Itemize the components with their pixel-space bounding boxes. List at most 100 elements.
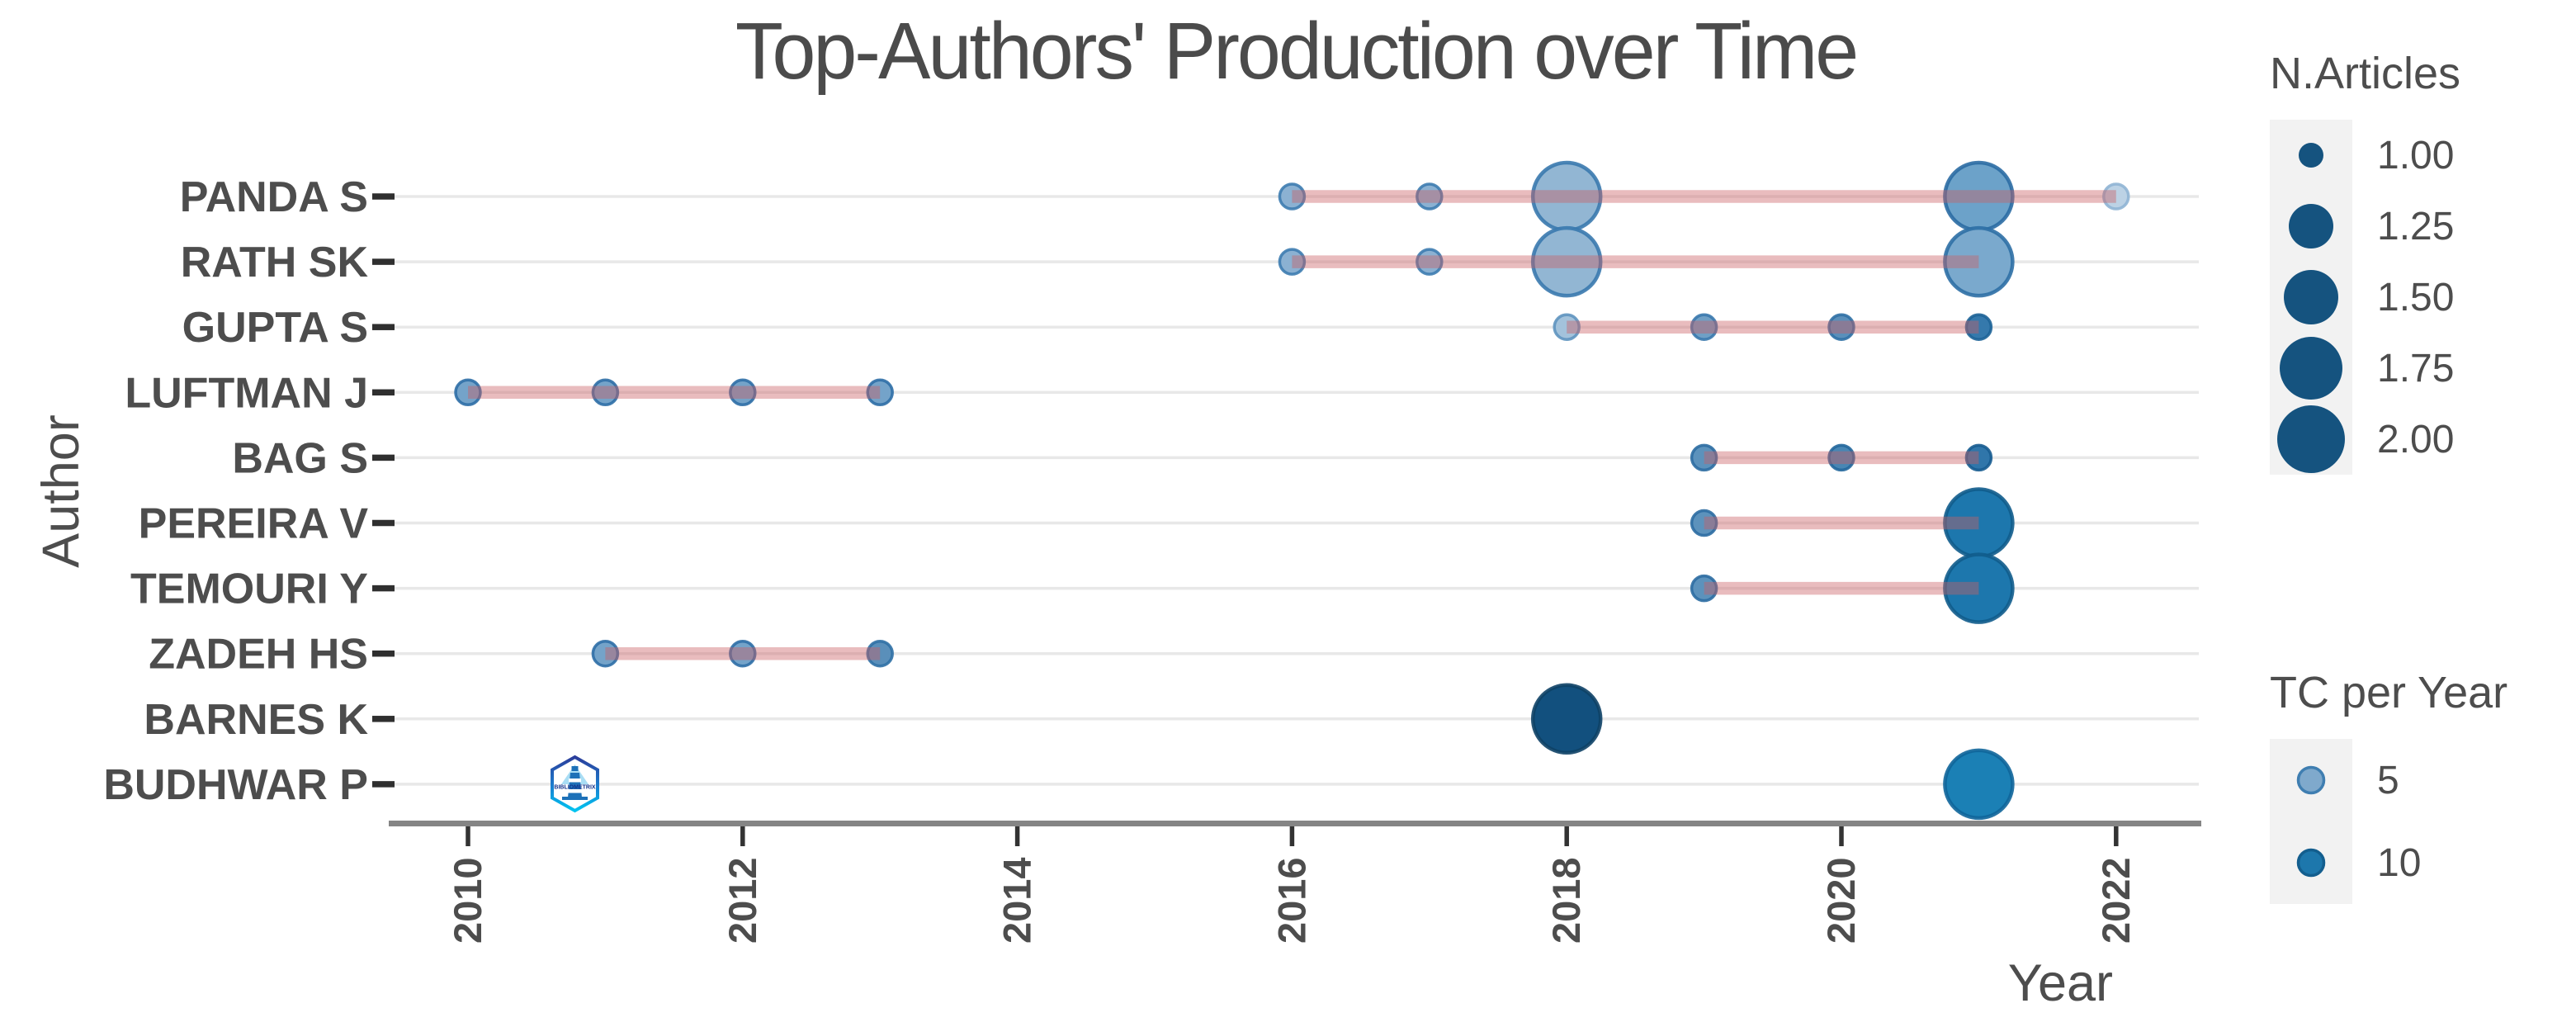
data-point-RATH-SK-2017 bbox=[1416, 248, 1444, 276]
data-point-RATH-SK-2016 bbox=[1278, 248, 1307, 276]
data-point-ZADEH-HS-2012 bbox=[729, 639, 757, 668]
data-point-BAG-S-2020 bbox=[1827, 443, 1855, 472]
legend-size-key bbox=[2270, 262, 2352, 334]
logo-wordmark: BIBLIOMETRIX bbox=[554, 785, 595, 791]
data-point-BARNES-K-2018 bbox=[1530, 683, 1603, 755]
legend-color-dot bbox=[2296, 766, 2326, 795]
legend-size-dot bbox=[2289, 204, 2333, 249]
y-tick bbox=[372, 519, 395, 527]
data-point-GUPTA-S-2021 bbox=[1964, 313, 1993, 341]
legend-size-dot bbox=[2284, 270, 2338, 325]
y-tick bbox=[372, 650, 395, 657]
legend-tc-per-year: TC per Year 5 10 bbox=[2270, 668, 2508, 905]
data-point-PANDA-S-2022 bbox=[2102, 182, 2130, 211]
y-axis-label: GUPTA S bbox=[182, 304, 368, 352]
legend-tc-per-year-keys: 5 10 bbox=[2270, 739, 2507, 905]
legend-size-key bbox=[2270, 333, 2352, 405]
x-axis-line bbox=[389, 821, 2201, 826]
y-axis-label: BAG S bbox=[232, 434, 368, 482]
legend-tc-per-year-title: TC per Year bbox=[2270, 668, 2508, 717]
legend-size-key bbox=[2270, 191, 2352, 263]
logo-lantern bbox=[571, 766, 579, 771]
x-axis-label: 2022 bbox=[2094, 857, 2138, 944]
y-axis-label: PEREIRA V bbox=[139, 500, 369, 548]
y-tick bbox=[372, 258, 395, 265]
x-tick bbox=[1289, 826, 1295, 846]
y-axis-label: PANDA S bbox=[180, 173, 368, 221]
y-axis-label: ZADEH HS bbox=[149, 631, 368, 679]
legend-size-dot bbox=[2299, 143, 2323, 168]
data-point-PANDA-S-2016 bbox=[1278, 182, 1307, 211]
x-axis-label: 2018 bbox=[1544, 857, 1588, 944]
y-tick bbox=[372, 324, 395, 330]
data-point-GUPTA-S-2018 bbox=[1553, 313, 1581, 341]
x-axis-label: 2020 bbox=[1819, 857, 1863, 944]
legend-size-value: 1.25 bbox=[2377, 204, 2455, 248]
data-point-BAG-S-2019 bbox=[1690, 443, 1718, 472]
y-tick bbox=[372, 389, 395, 396]
legend-color-key bbox=[2270, 739, 2352, 822]
data-point-LUFTMAN-J-2011 bbox=[591, 378, 620, 407]
x-tick bbox=[466, 826, 470, 846]
data-point-BUDHWAR-P-2021 bbox=[1943, 748, 2015, 821]
legend-size-value: 2.00 bbox=[2377, 417, 2455, 461]
y-axis-label: RATH SK bbox=[181, 239, 369, 286]
legend-size-entry: 2.00 bbox=[2270, 404, 2460, 476]
legend-size-entry: 1.75 bbox=[2270, 333, 2460, 405]
data-point-PEREIRA-V-2019 bbox=[1690, 509, 1718, 537]
data-point-LUFTMAN-J-2012 bbox=[729, 378, 757, 407]
x-axis-label: 2012 bbox=[721, 857, 764, 944]
logo-stripe bbox=[568, 789, 582, 793]
legend-size-dot bbox=[2277, 405, 2345, 474]
legend-size-entry: 1.25 bbox=[2270, 191, 2460, 263]
legend-size-value: 1.75 bbox=[2377, 346, 2455, 390]
legend-color-entry: 10 bbox=[2270, 821, 2507, 905]
x-axis-label: 2014 bbox=[995, 857, 1039, 944]
x-axis-label: 2010 bbox=[446, 857, 489, 944]
legend-size-value: 1.00 bbox=[2377, 133, 2455, 177]
data-point-RATH-SK-2018 bbox=[1530, 225, 1603, 298]
legend-n-articles: N.Articles 1.00 1.25 1.50 1.75 2.00 bbox=[2270, 49, 2461, 476]
y-axis-title: Author bbox=[32, 414, 90, 568]
legend-size-key bbox=[2270, 404, 2352, 476]
legend-size-value: 1.50 bbox=[2377, 275, 2455, 319]
legend-n-articles-keys: 1.00 1.25 1.50 1.75 2.00 bbox=[2270, 120, 2460, 476]
chart-title: Top-Authors' Production over Time bbox=[735, 6, 1859, 96]
data-point-RATH-SK-2021 bbox=[1943, 225, 2015, 298]
legend-size-dot bbox=[2280, 337, 2342, 400]
legend-size-entry: 1.50 bbox=[2270, 262, 2460, 334]
y-axis-label: LUFTMAN J bbox=[125, 369, 368, 417]
data-point-TEMOURI-Y-2019 bbox=[1690, 574, 1718, 603]
y-axis-label: TEMOURI Y bbox=[130, 566, 368, 613]
legend-size-entry: 1.00 bbox=[2270, 120, 2460, 192]
logo-stripe bbox=[569, 779, 581, 783]
legend-n-articles-title: N.Articles bbox=[2270, 49, 2461, 98]
legend-color-value: 5 bbox=[2377, 758, 2399, 802]
data-point-BAG-S-2021 bbox=[1964, 443, 1993, 472]
x-tick bbox=[1014, 826, 1020, 846]
y-tick bbox=[372, 584, 395, 592]
legend-size-key bbox=[2270, 120, 2352, 192]
y-tick bbox=[372, 781, 395, 788]
bibliometrix-logo: BIBLIOMETRIX bbox=[551, 755, 599, 813]
legend-color-value: 10 bbox=[2377, 840, 2422, 885]
y-axis-label: BUDHWAR P bbox=[103, 761, 368, 809]
legend-color-entry: 5 bbox=[2270, 739, 2507, 822]
data-point-TEMOURI-Y-2021 bbox=[1943, 552, 2015, 624]
y-tick bbox=[372, 454, 395, 461]
data-point-ZADEH-HS-2013 bbox=[866, 639, 894, 668]
x-tick bbox=[740, 826, 745, 846]
data-point-PANDA-S-2017 bbox=[1416, 182, 1444, 211]
data-point-GUPTA-S-2019 bbox=[1690, 313, 1718, 341]
x-tick bbox=[1564, 826, 1569, 846]
y-tick bbox=[372, 716, 395, 722]
legend-color-dot bbox=[2296, 849, 2326, 878]
data-point-LUFTMAN-J-2010 bbox=[454, 378, 482, 407]
y-axis-label: BARNES K bbox=[144, 696, 368, 744]
x-tick bbox=[2114, 826, 2119, 846]
data-point-GUPTA-S-2020 bbox=[1827, 313, 1855, 341]
x-tick bbox=[1839, 826, 1844, 846]
data-point-LUFTMAN-J-2013 bbox=[866, 378, 894, 407]
